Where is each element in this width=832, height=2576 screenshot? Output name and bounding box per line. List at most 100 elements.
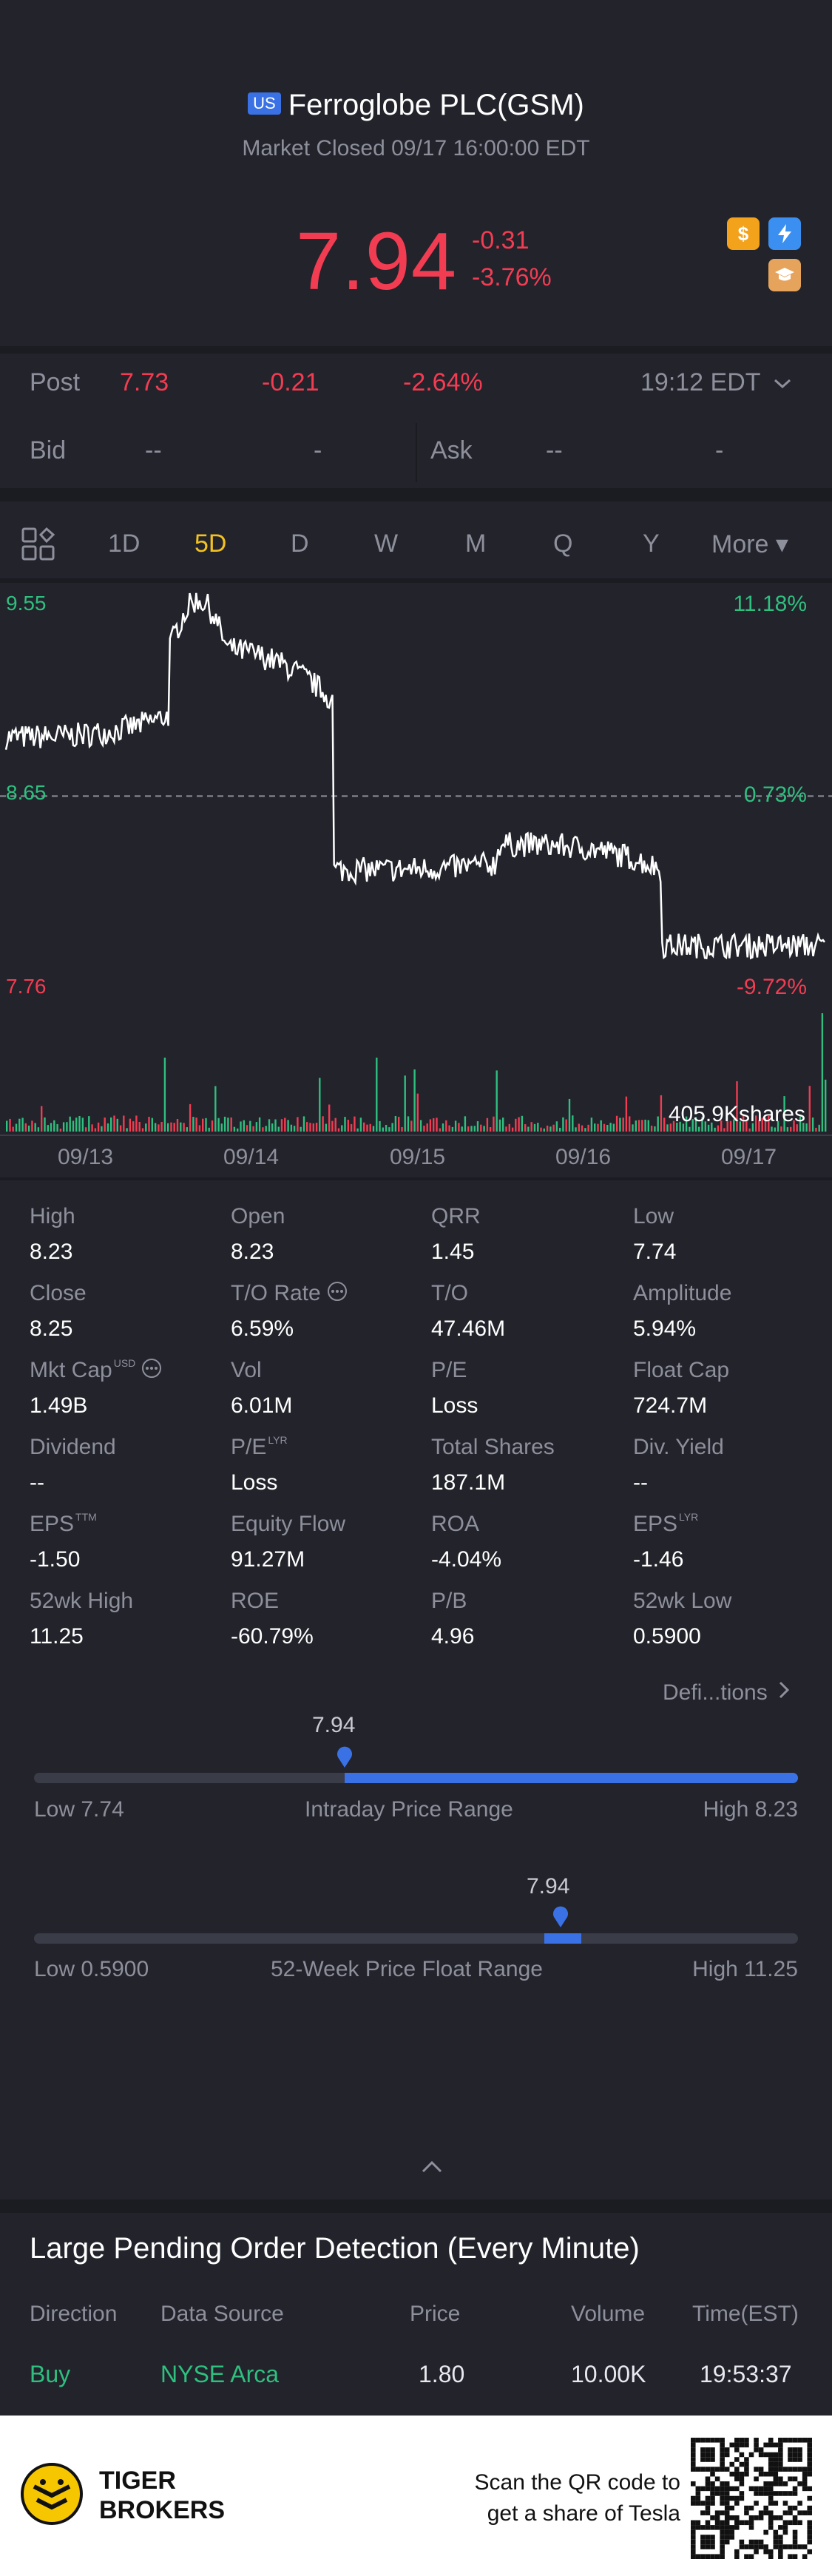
volume-bar bbox=[84, 1127, 87, 1132]
tab-y[interactable]: Y bbox=[643, 530, 660, 558]
volume-bar bbox=[654, 1126, 656, 1132]
stat-label-text: EPS bbox=[30, 1512, 75, 1536]
tab-1d[interactable]: 1D bbox=[108, 530, 141, 558]
stat-value: 91.27M bbox=[231, 1547, 305, 1572]
stat-superscript: USD bbox=[113, 1357, 136, 1369]
axis-low-price: 7.76 bbox=[6, 975, 47, 998]
volume-bar bbox=[255, 1122, 258, 1132]
volume-bar bbox=[274, 1119, 277, 1132]
stat-value: 8.25 bbox=[30, 1316, 73, 1341]
post-time-text: 19:12 EDT bbox=[640, 368, 760, 396]
volume-bar bbox=[689, 1126, 691, 1132]
volume-bar bbox=[198, 1125, 201, 1132]
volume-bar bbox=[458, 1123, 460, 1132]
volume-bar bbox=[145, 1123, 147, 1132]
volume-bar bbox=[119, 1125, 122, 1132]
stat-label-text: T/O Rate bbox=[231, 1281, 321, 1305]
volume-bar bbox=[113, 1115, 115, 1132]
stat-value: -- bbox=[633, 1470, 648, 1495]
education-badge-icon[interactable] bbox=[768, 259, 801, 291]
volume-bar bbox=[502, 1118, 504, 1132]
stat-value: 1.45 bbox=[431, 1240, 475, 1264]
stat-value: Loss bbox=[431, 1393, 478, 1418]
volume-bar bbox=[356, 1128, 359, 1132]
tab-m[interactable]: M bbox=[465, 530, 487, 558]
volume-bar bbox=[761, 1118, 763, 1132]
volume-bar bbox=[629, 1116, 631, 1132]
volume-bar bbox=[562, 1117, 564, 1132]
tab-5d[interactable]: 5D bbox=[195, 530, 227, 558]
price-change: -0.31 bbox=[472, 226, 530, 254]
price-chart[interactable] bbox=[0, 584, 832, 1183]
volume-bar bbox=[126, 1128, 128, 1132]
stat-value: 8.23 bbox=[30, 1240, 73, 1264]
volume-bar bbox=[34, 1123, 36, 1132]
bid-ask-divider bbox=[416, 423, 417, 482]
volume-bar bbox=[416, 1093, 419, 1132]
bid-label: Bid bbox=[30, 436, 67, 464]
info-ellipsis-icon[interactable] bbox=[327, 1281, 348, 1308]
ask-price: -- bbox=[546, 436, 563, 464]
lightning-badge-icon[interactable] bbox=[768, 217, 801, 250]
volume-bar bbox=[31, 1120, 33, 1132]
volume-bar bbox=[297, 1117, 299, 1132]
cta-line-2: get a share of Tesla bbox=[487, 2501, 680, 2526]
volume-bar bbox=[337, 1128, 340, 1132]
tab-w[interactable]: W bbox=[374, 530, 399, 558]
volume-bar bbox=[745, 1120, 748, 1132]
week52-range-fill bbox=[544, 1933, 581, 1944]
pending-orders-title: Large Pending Order Detection (Every Min… bbox=[30, 2232, 640, 2265]
stat-value: 47.46M bbox=[431, 1316, 506, 1341]
tab-q[interactable]: Q bbox=[553, 530, 573, 558]
stat-label: Equity Flow bbox=[231, 1512, 345, 1537]
volume-bar bbox=[445, 1120, 447, 1132]
volume-bar bbox=[701, 1117, 703, 1132]
volume-bar bbox=[666, 1124, 669, 1132]
volume-bar bbox=[363, 1122, 365, 1132]
volume-bar bbox=[290, 1124, 293, 1132]
post-time[interactable]: 19:12 EDT bbox=[640, 368, 792, 397]
volume-bar bbox=[493, 1116, 495, 1132]
tab-d[interactable]: D bbox=[291, 530, 309, 558]
stat-value: 6.59% bbox=[231, 1316, 294, 1341]
volume-bar bbox=[56, 1123, 58, 1132]
stat-label: Total Shares bbox=[431, 1435, 555, 1460]
definitions-link[interactable]: Defi...tions bbox=[663, 1680, 790, 1705]
volume-bar bbox=[15, 1123, 18, 1132]
volume-bar bbox=[799, 1116, 802, 1132]
week52-current-label: 7.94 bbox=[527, 1874, 570, 1899]
volume-bar bbox=[483, 1126, 485, 1132]
collapse-chevron-up-icon[interactable] bbox=[420, 2158, 444, 2178]
volume-bar bbox=[382, 1127, 384, 1132]
stat-value: 11.25 bbox=[30, 1624, 84, 1649]
volume-bar bbox=[265, 1126, 267, 1132]
stat-value: 724.7M bbox=[633, 1393, 708, 1418]
volume-bar bbox=[347, 1120, 349, 1132]
grid-layout-icon[interactable] bbox=[21, 527, 56, 566]
stat-label-text: Open bbox=[231, 1204, 285, 1228]
volume-bar bbox=[354, 1116, 356, 1132]
volume-bar bbox=[808, 1086, 811, 1132]
info-ellipsis-icon[interactable] bbox=[141, 1358, 162, 1385]
stat-value: 8.23 bbox=[231, 1240, 274, 1264]
volume-bar bbox=[742, 1115, 745, 1132]
volume-bar bbox=[252, 1126, 254, 1132]
volume-bar bbox=[717, 1125, 720, 1132]
dollar-badge-icon[interactable]: $ bbox=[727, 217, 760, 250]
volume-bar bbox=[413, 1069, 416, 1132]
divider bbox=[0, 1177, 832, 1180]
volume-bar bbox=[489, 1127, 492, 1132]
cta-line-1: Scan the QR code to bbox=[474, 2470, 681, 2495]
volume-bar bbox=[436, 1118, 438, 1132]
stat-label-text: 52wk Low bbox=[633, 1589, 732, 1613]
stat-label: T/O Rate bbox=[231, 1281, 348, 1308]
divider bbox=[0, 488, 832, 501]
volume-bar bbox=[246, 1125, 248, 1132]
volume-bar bbox=[581, 1125, 584, 1132]
more-periods-dropdown[interactable]: More ▾ bbox=[711, 530, 788, 558]
volume-bar bbox=[729, 1120, 732, 1132]
volume-label: 405.9Kshares bbox=[668, 1102, 805, 1126]
divider bbox=[0, 2200, 832, 2213]
volume-bar bbox=[379, 1120, 381, 1132]
stat-label: Mkt Cap USD bbox=[30, 1357, 162, 1385]
